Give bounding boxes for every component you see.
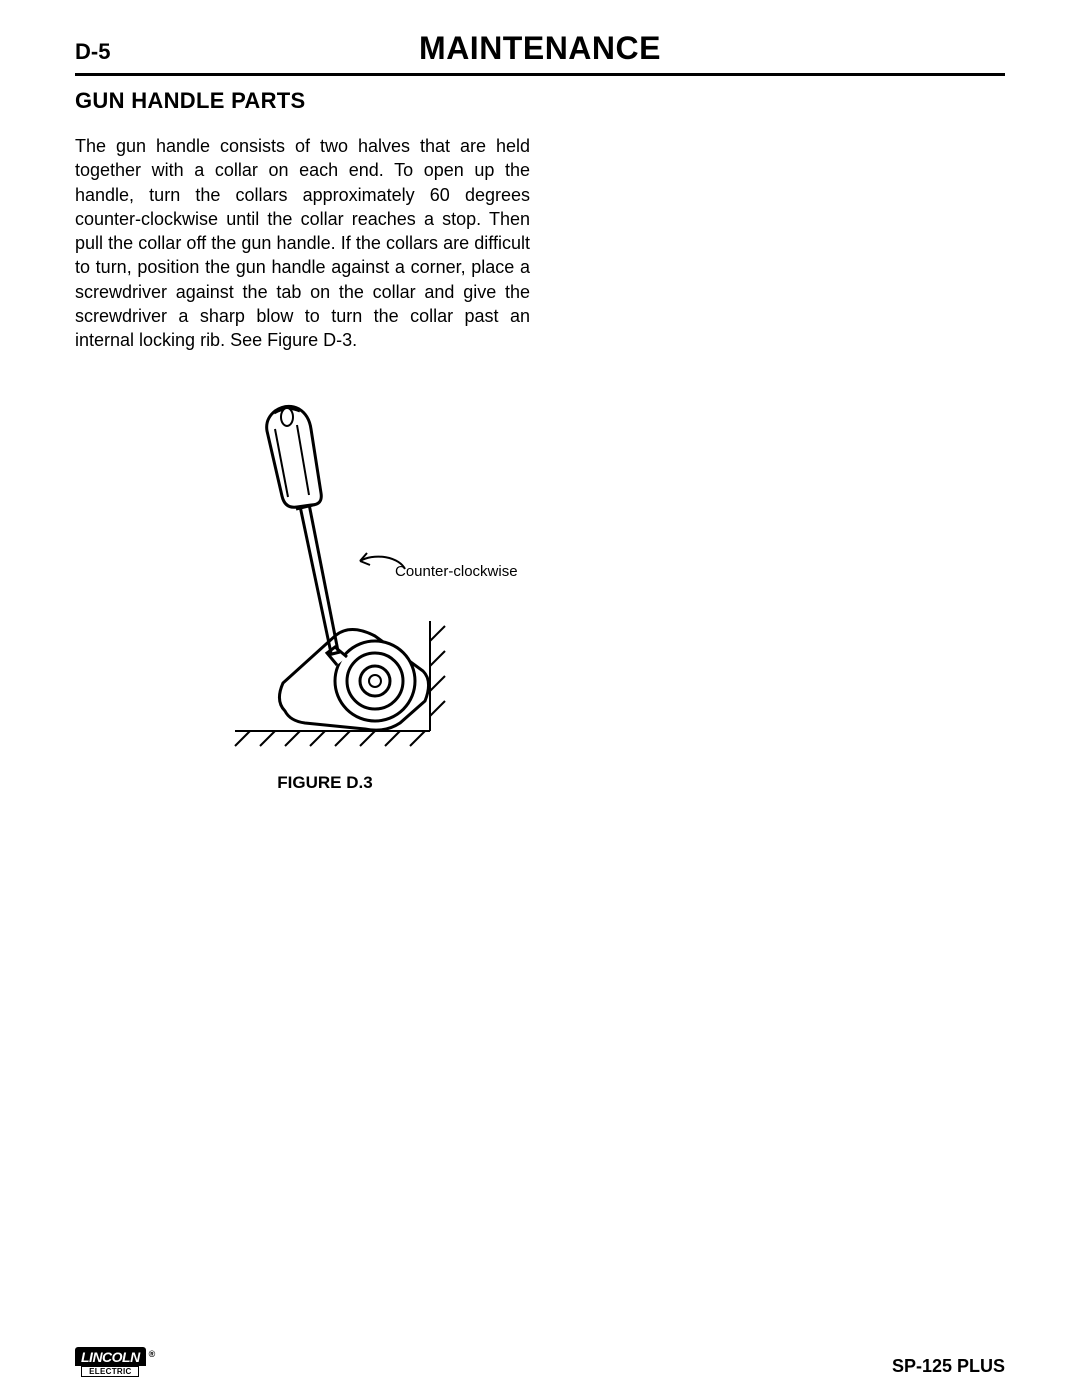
logo-bottom-text: ELECTRIC — [81, 1366, 139, 1377]
section-subtitle: GUN HANDLE PARTS — [75, 88, 1005, 114]
logo-top-text: LINCOLN ® — [75, 1347, 146, 1366]
page-header: D-5 MAINTENANCE — [75, 30, 1005, 76]
figure-container: Counter-clockwise FIGURE D.3 — [175, 401, 535, 793]
body-paragraph: The gun handle consists of two halves th… — [75, 134, 530, 353]
brand-logo: LINCOLN ® ELECTRIC — [75, 1347, 146, 1377]
figure-caption: FIGURE D.3 — [115, 773, 535, 793]
registered-icon: ® — [149, 1349, 155, 1359]
model-name: SP-125 PLUS — [892, 1356, 1005, 1377]
figure-svg — [175, 401, 475, 761]
logo-brand-name: LINCOLN — [81, 1349, 140, 1365]
main-title: MAINTENANCE — [75, 30, 1005, 67]
page-number: D-5 — [75, 39, 110, 65]
rotation-label: Counter-clockwise — [395, 563, 518, 580]
page-footer: LINCOLN ® ELECTRIC SP-125 PLUS — [75, 1347, 1005, 1377]
page-container: D-5 MAINTENANCE GUN HANDLE PARTS The gun… — [0, 0, 1080, 1397]
